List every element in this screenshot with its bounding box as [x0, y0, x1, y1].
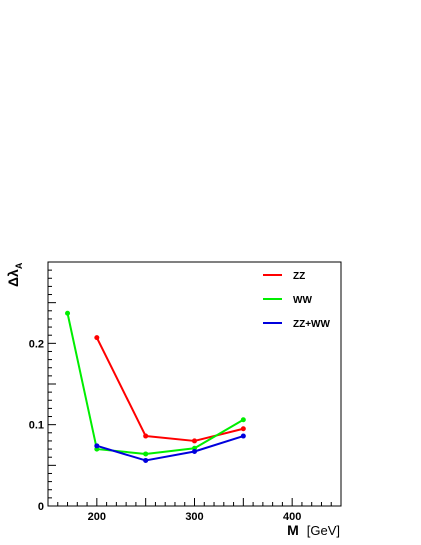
series-layer [65, 310, 246, 463]
x-tick-label: 300 [185, 511, 203, 523]
data-point-ww [143, 451, 149, 457]
legend-item-ww: WW [263, 295, 312, 306]
data-point-zz-ww [192, 449, 197, 455]
data-point-ww [65, 310, 71, 316]
legend: ZZ WW ZZ+WW [263, 271, 330, 330]
y-axis-title: ΔλA [5, 262, 24, 287]
y-axis-title-main: Δλ [5, 269, 21, 287]
series-ww [65, 310, 246, 457]
data-point-zz [143, 433, 149, 439]
x-axis-title-main: M [287, 522, 299, 538]
x-tick-label: 400 [283, 511, 301, 523]
data-point-ww [240, 417, 246, 423]
y-axis-ticks: 0 0.1 0.2 [29, 261, 56, 513]
x-axis-title: M [GeV] [287, 522, 340, 538]
series-line-zz-ww [96, 435, 244, 462]
series-zz [94, 335, 246, 444]
legend-item-zz-ww: ZZ+WW [263, 319, 330, 330]
legend-label: ZZ [293, 271, 305, 282]
legend-label: ZZ+WW [293, 319, 330, 330]
data-point-zz [240, 426, 246, 432]
data-point-zz-ww [240, 433, 246, 439]
series-line-zz [95, 337, 244, 442]
x-axis-title-unit: [GeV] [307, 523, 340, 538]
data-point-zz [192, 438, 197, 444]
legend-item-zz: ZZ [263, 271, 305, 282]
x-tick-label: 200 [88, 511, 106, 523]
data-point-zz-ww [94, 443, 100, 449]
data-point-zz [94, 335, 100, 341]
series-line-ww [66, 313, 244, 455]
y-tick-label: 0.2 [29, 338, 44, 350]
y-axis-title-subscript: A [14, 262, 24, 269]
data-point-zz-ww [143, 457, 149, 463]
series-zz-ww [94, 433, 246, 463]
y-tick-label: 0.1 [29, 420, 44, 432]
y-tick-label: 0 [38, 501, 44, 513]
x-axis-ticks: 200 300 400 [47, 498, 342, 523]
legend-label: WW [293, 295, 312, 306]
